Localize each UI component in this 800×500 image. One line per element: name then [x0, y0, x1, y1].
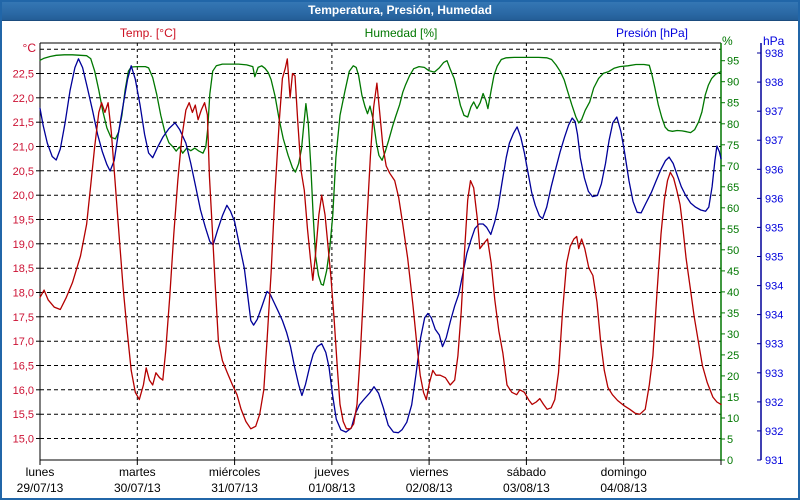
- pressure-series-line: [39, 58, 722, 434]
- legend-humidity: Humedad [%]: [364, 26, 438, 40]
- day-date-label: 01/08/13: [309, 481, 356, 495]
- temp-tick-label: 18,0: [13, 288, 34, 300]
- day-name-label: martes: [119, 465, 156, 479]
- humidity-tick-label: 90: [727, 77, 739, 89]
- temp-tick-label: 18,5: [13, 263, 34, 275]
- day-date-label: 03/08/13: [503, 481, 550, 495]
- humidity-series-line: [39, 54, 722, 286]
- legend-temperature: Temp. [°C]: [119, 26, 177, 40]
- humidity-tick-label: 30: [727, 329, 739, 341]
- window-title: Temperatura, Presión, Humedad: [0, 0, 800, 21]
- day-name-label: miércoles: [209, 465, 260, 479]
- temp-tick-label: 21,0: [13, 142, 34, 154]
- pressure-tick-label: 932: [765, 397, 783, 409]
- humidity-tick-label: 85: [727, 98, 739, 110]
- humidity-tick-label: 0: [727, 455, 733, 467]
- humidity-tick-label: 80: [727, 119, 739, 131]
- temp-series-line: [39, 58, 722, 430]
- pressure-tick-label: 934: [765, 281, 783, 293]
- temp-tick-label: 19,5: [13, 215, 34, 227]
- pressure-tick-label: 936: [765, 193, 783, 205]
- day-name-label: sábado: [507, 465, 547, 479]
- temp-tick-label: 17,5: [13, 312, 34, 324]
- humidity-tick-label: 35: [727, 308, 739, 320]
- humidity-tick-label: 65: [727, 182, 739, 194]
- day-date-label: 04/08/13: [600, 481, 647, 495]
- pressure-tick-label: 933: [765, 368, 783, 380]
- temp-tick-label: 22,5: [13, 69, 34, 81]
- humidity-tick-label: 25: [727, 350, 739, 362]
- day-date-label: 31/07/13: [211, 481, 258, 495]
- day-name-label: lunes: [26, 465, 55, 479]
- humidity-tick-label: 10: [727, 413, 739, 425]
- temp-tick-label: 15,5: [13, 409, 34, 421]
- temp-axis-unit: °C: [22, 41, 36, 55]
- pressure-axis-unit: hPa: [763, 34, 785, 48]
- temp-tick-label: 19,0: [13, 239, 34, 251]
- pressure-tick-label: 935: [765, 252, 783, 264]
- humidity-tick-label: 15: [727, 392, 739, 404]
- humidity-tick-label: 55: [727, 224, 739, 236]
- temp-tick-label: 16,5: [13, 361, 34, 373]
- humidity-tick-label: 40: [727, 287, 739, 299]
- pressure-tick-label: 936: [765, 164, 783, 176]
- day-name-label: jueves: [314, 465, 350, 479]
- day-name-label: domingo: [601, 465, 647, 479]
- humidity-tick-label: 5: [727, 434, 733, 446]
- day-date-label: 29/07/13: [17, 481, 64, 495]
- temp-tick-label: 15,0: [13, 434, 34, 446]
- pressure-tick-label: 934: [765, 310, 783, 322]
- pressure-tick-label: 933: [765, 339, 783, 351]
- humidity-axis-unit: %: [722, 34, 733, 48]
- temp-tick-label: 16,0: [13, 385, 34, 397]
- humidity-tick-label: 70: [727, 161, 739, 173]
- temp-tick-label: 21,5: [13, 117, 34, 129]
- day-date-label: 30/07/13: [114, 481, 161, 495]
- day-date-label: 02/08/13: [406, 481, 453, 495]
- temp-tick-label: 20,0: [13, 190, 34, 202]
- pressure-tick-label: 938: [765, 77, 783, 89]
- pressure-tick-label: 931: [765, 455, 783, 467]
- humidity-tick-label: 20: [727, 371, 739, 383]
- pressure-tick-label: 935: [765, 222, 783, 234]
- humidity-tick-label: 45: [727, 266, 739, 278]
- humidity-tick-label: 95: [727, 56, 739, 68]
- temp-tick-label: 20,5: [13, 166, 34, 178]
- pressure-tick-label: 938: [765, 48, 783, 60]
- humidity-tick-label: 60: [727, 203, 739, 215]
- humidity-tick-label: 75: [727, 140, 739, 152]
- day-name-label: viernes: [410, 465, 449, 479]
- temp-tick-label: 22,0: [13, 93, 34, 105]
- temp-tick-label: 17,0: [13, 336, 34, 348]
- humidity-tick-label: 50: [727, 245, 739, 257]
- pressure-tick-label: 937: [765, 135, 783, 147]
- pressure-tick-label: 937: [765, 106, 783, 118]
- legend-pressure: Presión [hPa]: [615, 26, 689, 40]
- pressure-tick-label: 932: [765, 426, 783, 438]
